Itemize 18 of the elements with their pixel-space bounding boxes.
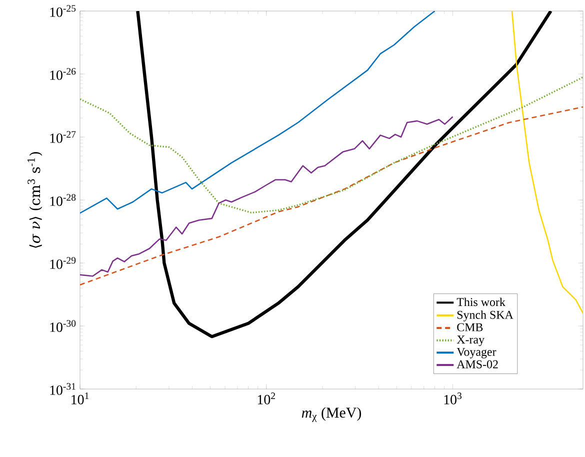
x-tick-label: 10$^{1}$ xyxy=(72,392,89,404)
y-tick-label: 10$^{-26}$ xyxy=(50,68,76,80)
legend-label: Voyager xyxy=(456,348,496,358)
y-tick-label: 10$^{-27}$ xyxy=(50,131,76,143)
y-tick-label: 10$^{-25}$ xyxy=(50,5,76,17)
y-tick-label: 10$^{-31}$ xyxy=(50,383,76,395)
x-axis-title: m$_{χ}$ (MeV) xyxy=(302,407,362,422)
y-tick-label: 10$^{-29}$ xyxy=(50,257,76,269)
y-axis-title: ⟨σ ν⟩ (cm$^{3}$ s$^{-1}$) xyxy=(28,152,42,248)
x-tick-label: 10$^{2}$ xyxy=(258,392,275,404)
legend-label: Synch SKA xyxy=(457,310,514,322)
legend-label: X-ray xyxy=(456,336,484,346)
legend-label: AMS-02 xyxy=(456,360,498,368)
y-tick-label: 10$^{-30}$ xyxy=(50,320,76,332)
y-tick-label: 10$^{-28}$ xyxy=(50,194,76,206)
legend-label: This work xyxy=(456,298,506,306)
x-tick-label: 10$^{3}$ xyxy=(444,392,462,404)
legend-label: CMB xyxy=(457,323,483,332)
